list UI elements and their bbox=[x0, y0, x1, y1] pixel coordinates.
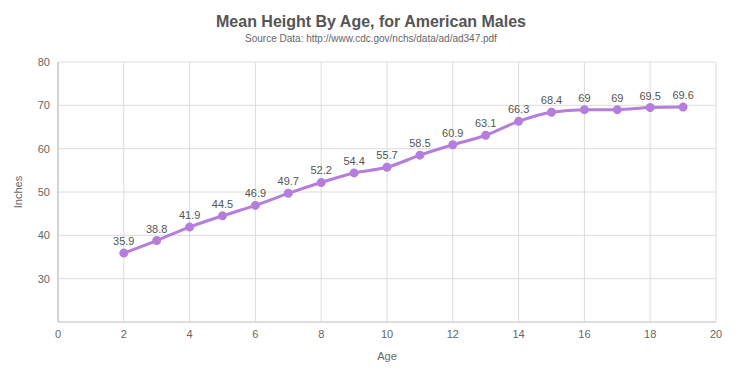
svg-text:49.7: 49.7 bbox=[278, 175, 299, 187]
svg-text:60: 60 bbox=[38, 143, 50, 155]
svg-text:12: 12 bbox=[447, 328, 459, 340]
svg-text:14: 14 bbox=[512, 328, 524, 340]
svg-text:58.5: 58.5 bbox=[409, 137, 430, 149]
svg-text:69: 69 bbox=[578, 92, 590, 104]
svg-text:50: 50 bbox=[38, 186, 50, 198]
svg-text:69.6: 69.6 bbox=[672, 89, 693, 101]
svg-text:35.9: 35.9 bbox=[113, 235, 134, 247]
svg-text:6: 6 bbox=[252, 328, 258, 340]
svg-text:16: 16 bbox=[578, 328, 590, 340]
svg-text:30: 30 bbox=[38, 273, 50, 285]
svg-text:63.1: 63.1 bbox=[475, 117, 496, 129]
svg-text:70: 70 bbox=[38, 99, 50, 111]
svg-text:55.7: 55.7 bbox=[376, 149, 397, 161]
svg-text:2: 2 bbox=[121, 328, 127, 340]
svg-text:8: 8 bbox=[318, 328, 324, 340]
svg-text:69: 69 bbox=[611, 92, 623, 104]
html-text:Source Data: http://www.cdc.go: Source Data: http://www.cdc.gov/nchs/dat… bbox=[245, 33, 497, 44]
svg-text:66.3: 66.3 bbox=[508, 103, 529, 115]
svg-text:44.5: 44.5 bbox=[212, 198, 233, 210]
svg-text:68.4: 68.4 bbox=[541, 94, 562, 106]
svg-text:4: 4 bbox=[187, 328, 193, 340]
svg-text:0: 0 bbox=[55, 328, 61, 340]
svg-text:Age: Age bbox=[377, 350, 397, 362]
svg-text:60.9: 60.9 bbox=[442, 127, 463, 139]
svg-text:40: 40 bbox=[38, 229, 50, 241]
svg-text:52.2: 52.2 bbox=[310, 164, 331, 176]
svg-text:69.5: 69.5 bbox=[639, 90, 660, 102]
svg-text:46.9: 46.9 bbox=[245, 187, 266, 199]
svg-text:20: 20 bbox=[710, 328, 722, 340]
svg-text:18: 18 bbox=[644, 328, 656, 340]
svg-text:10: 10 bbox=[381, 328, 393, 340]
svg-text:Inches: Inches bbox=[12, 175, 24, 208]
svg-text:38.8: 38.8 bbox=[146, 223, 167, 235]
svg-text:41.9: 41.9 bbox=[179, 209, 200, 221]
html-text:Mean Height By Age, for Americ: Mean Height By Age, for American Males bbox=[216, 13, 526, 30]
svg-text:80: 80 bbox=[38, 56, 50, 68]
svg-text:54.4: 54.4 bbox=[343, 155, 364, 167]
